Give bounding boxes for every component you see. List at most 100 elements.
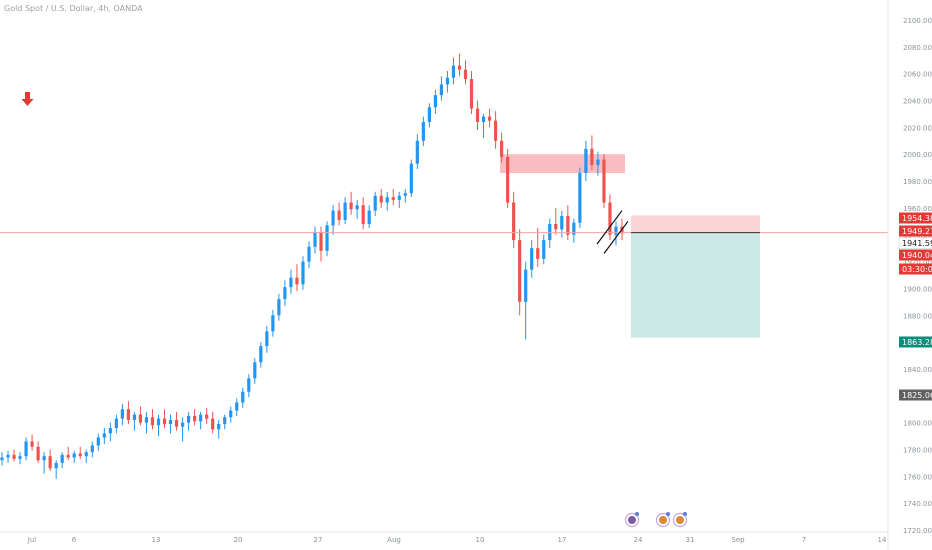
candle [199,411,203,430]
candle [241,387,245,408]
candle [590,135,594,171]
candle [367,205,371,229]
candle [36,441,40,463]
candle [554,207,558,235]
svg-text:1825.065: 1825.065 [902,391,932,400]
candle [193,409,197,426]
y-tick-label: 1980.000 [903,178,932,186]
overlay-layer [0,210,888,254]
y-tick-label: 2060.000 [903,71,932,79]
y-tick-label: 1900.000 [903,285,932,293]
take-profit-box[interactable] [631,232,760,338]
candle [187,411,191,431]
candle [12,449,16,462]
candle [584,140,588,182]
candle [235,398,239,416]
stop-loss-box[interactable] [631,215,760,233]
candle [578,167,582,229]
y-tick-label: 1780.000 [903,446,932,454]
x-tick-label: 6 [72,536,77,544]
candle [174,411,179,431]
candle [463,60,468,85]
candle [536,228,540,267]
zones-layer [500,154,760,338]
candle [445,71,450,93]
candle [18,452,22,465]
supply-zone[interactable] [500,154,625,173]
earnings-icon-3[interactable] [672,512,688,528]
candle [487,108,492,128]
candle [66,446,70,461]
candle [457,53,462,77]
y-tick-label: 2080.000 [903,44,932,52]
candle [295,264,299,292]
candle [337,202,341,226]
candle [421,116,425,147]
candle [542,234,546,265]
candle [114,414,118,434]
x-tick-label: 31 [686,536,695,544]
candle [506,148,510,208]
candle [277,293,281,321]
candle [349,191,353,215]
candle [223,414,227,430]
chart-title: Gold Spot / U.S. Dollar, 4h, OANDA [4,4,143,13]
candle [361,197,365,230]
candle [608,194,612,241]
candle [355,199,359,219]
x-tick-label: Sep [731,536,745,544]
x-tick-label: 14 [878,536,887,544]
earnings-icon-2[interactable] [655,512,671,528]
candle [379,189,383,208]
y-tick-label: 1920.000 [903,259,932,267]
price-labels: 1954.389 1949.278 1941.594 1940.044 03:30:02… [898,212,932,401]
x-tick-label: 10 [476,536,485,544]
candle [469,71,474,114]
candle [373,191,377,216]
candle [0,452,4,466]
price-label: 03:30:02 [899,263,932,275]
channel-lower-line[interactable] [603,220,629,254]
candle [271,309,275,337]
icons-layer [21,92,688,528]
candle [385,191,389,211]
price-label: 1949.278 [899,225,932,237]
x-tick-label: 27 [314,536,323,544]
price-label: 1863.285 [899,336,932,348]
candle [475,100,480,131]
y-tick-label: 1880.000 [903,312,932,320]
candle [253,358,257,384]
candle [180,417,185,442]
y-tick-label: 1760.000 [903,473,932,481]
price-label: 1940.044 [899,249,932,261]
y-tick-label: 2020.000 [903,124,932,132]
candle [301,256,305,290]
svg-text:1941.594: 1941.594 [902,239,932,248]
down-arrow-icon [21,92,34,106]
candle [493,111,498,149]
y-tick-label: 1800.000 [903,420,932,428]
x-axis: Jul 6 13 20 27 Aug 10 17 24 31 Sep 7 14 [0,531,888,544]
x-tick-label: 17 [558,536,567,544]
candle [265,326,269,353]
candle [144,411,149,434]
candle [90,441,94,458]
price-label: 1954.389 [899,212,932,224]
candle [102,428,106,445]
candle [42,452,46,474]
earnings-icon-1[interactable] [624,512,640,528]
candles-layer [0,53,624,479]
svg-text:1863.285: 1863.285 [902,338,932,347]
candle [433,89,437,114]
candle [403,189,407,203]
candle [530,240,534,278]
candle [247,374,251,398]
candle [289,269,293,294]
candle [596,151,600,176]
channel-upper-line[interactable] [596,210,623,245]
y-tick-label: 1960.000 [903,205,932,213]
y-tick-label: 2100.000 [903,17,932,25]
x-tick-label: 24 [634,536,643,544]
